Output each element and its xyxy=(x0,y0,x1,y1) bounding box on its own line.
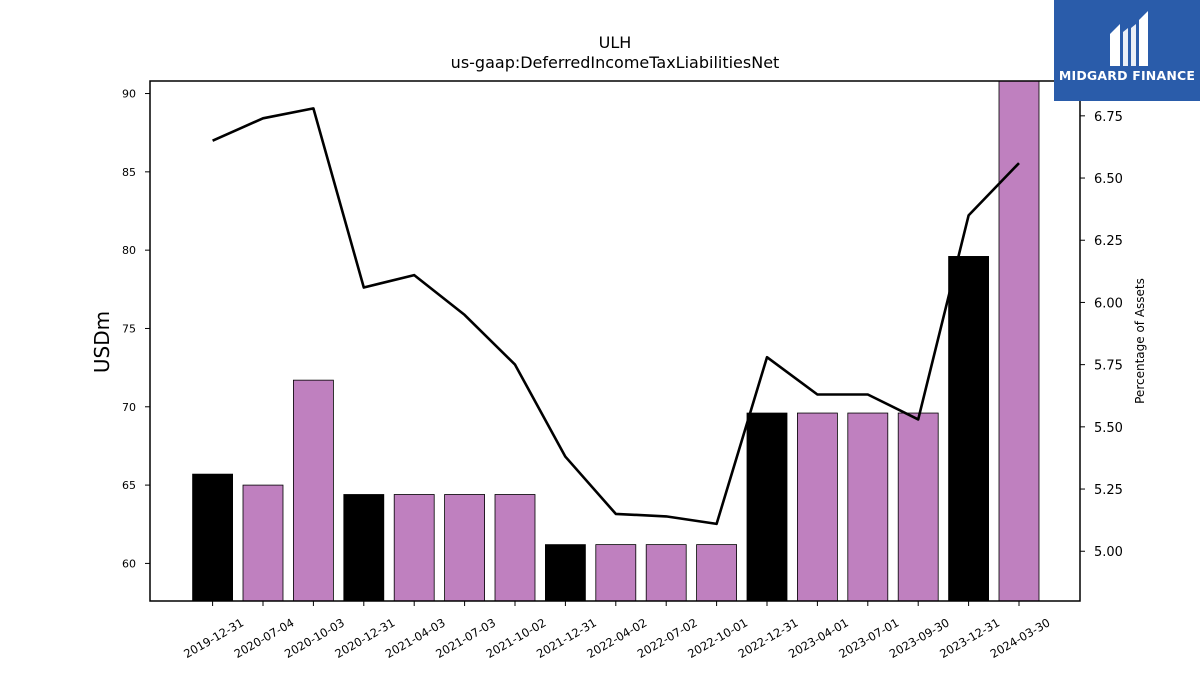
bar xyxy=(343,494,385,601)
y-axis-label: USDm xyxy=(90,311,114,373)
brand-logo: MIDGARD FINANCE xyxy=(1054,0,1200,101)
bar xyxy=(192,473,234,601)
bar xyxy=(948,256,989,601)
y-tick-label: 60 xyxy=(122,557,136,570)
line-group xyxy=(212,107,1020,526)
y-right-tick-label: 5.75 xyxy=(1094,359,1123,374)
y-right-tick-label: 6.75 xyxy=(1094,110,1123,125)
y-right-tick-label: 6.25 xyxy=(1094,234,1123,249)
bar xyxy=(545,544,586,601)
y-tick-label: 70 xyxy=(122,401,136,414)
axes: 60 65 70 75 80 85 90 5.00 5.25 5.50 5.75 6.00 6.25 6.… xyxy=(122,80,1123,661)
y-tick-label: 65 xyxy=(122,479,136,492)
bar xyxy=(595,544,637,601)
y-tick-label: 85 xyxy=(122,166,136,179)
chart-subtitle: us-gaap:DeferredIncomeTaxLiabilitiesNet xyxy=(451,53,780,72)
series-line xyxy=(212,107,1020,526)
chart-title: ULH xyxy=(599,33,632,52)
y-tick-label: 80 xyxy=(122,244,136,257)
bar xyxy=(292,379,334,601)
bar xyxy=(393,494,435,601)
y-right-tick-label: 5.25 xyxy=(1094,483,1123,498)
bar xyxy=(797,412,838,601)
bar xyxy=(444,494,486,601)
bar xyxy=(998,81,1040,601)
plot-frame xyxy=(149,80,1081,602)
logo-text: MIDGARD FINANCE xyxy=(1058,68,1196,83)
y-axis-right-label: Percentage of Assets xyxy=(1133,278,1147,404)
y-right-tick-label: 6.00 xyxy=(1094,296,1123,311)
logo-mark-icon xyxy=(1110,11,1148,66)
bar xyxy=(746,412,788,601)
y-right-tick-label: 6.50 xyxy=(1094,172,1123,187)
bar-group xyxy=(192,81,1040,601)
bar xyxy=(494,494,536,601)
bar xyxy=(696,544,737,601)
y-tick-label: 90 xyxy=(122,88,136,101)
bar xyxy=(847,412,889,601)
y-right-tick-label: 5.50 xyxy=(1094,421,1123,436)
bar xyxy=(645,544,687,601)
bar xyxy=(242,484,284,601)
y-tick-label: 75 xyxy=(122,322,136,335)
y-right-tick-label: 5.00 xyxy=(1094,545,1123,560)
bar xyxy=(897,412,939,601)
